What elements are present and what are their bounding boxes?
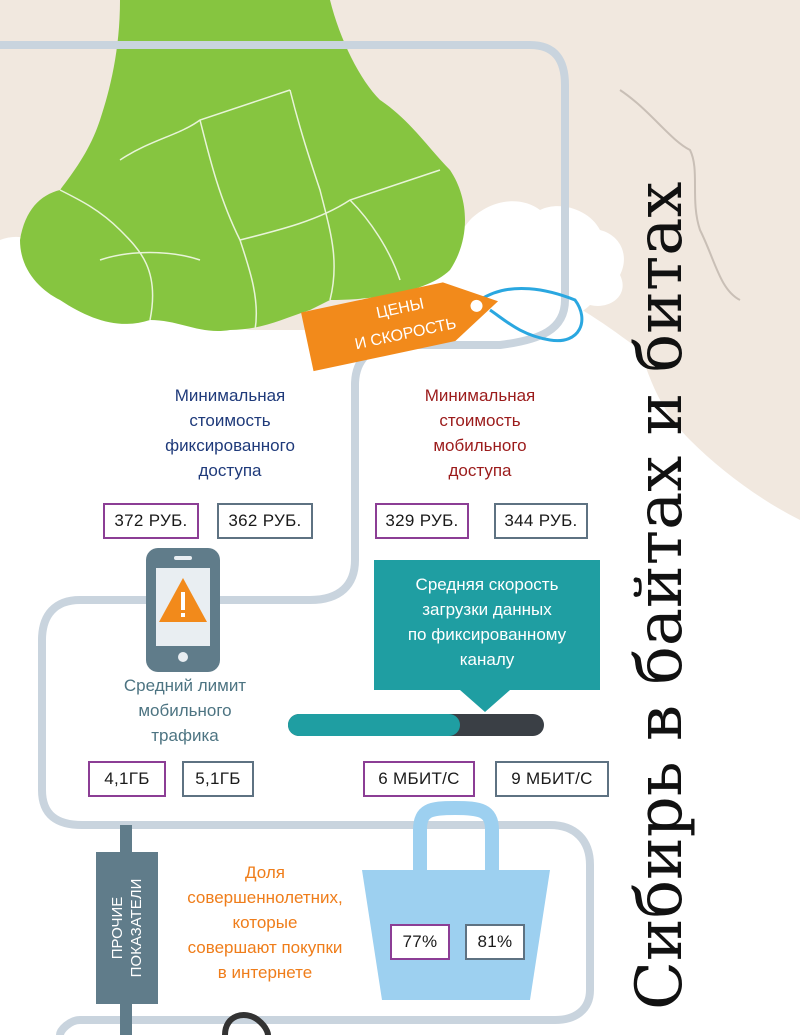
- map-coast: [619, 89, 741, 301]
- fixed-access-value-1: 372 РУБ.: [103, 503, 199, 539]
- mobile-access-value-2: 344 РУБ.: [494, 503, 588, 539]
- online-shopping-value-2: 81%: [465, 924, 525, 960]
- download-speed-value-1: 6 МБИТ/С: [363, 761, 475, 797]
- fixed-access-value-2: 362 РУБ.: [217, 503, 313, 539]
- online-shopping-value-1: 77%: [390, 924, 450, 960]
- price-tag-icon: [301, 282, 499, 372]
- mobile-access-heading: Минимальная стоимость мобильного доступа: [424, 386, 536, 480]
- hanger-hook: [222, 1012, 271, 1035]
- speed-callout-shape: [374, 560, 600, 712]
- traffic-limit-value-2: 5,1ГБ: [182, 761, 254, 797]
- download-speed-heading: Средняя скорость загрузки данных по фикс…: [407, 575, 567, 669]
- map-island: [30, 9, 62, 27]
- fixed-access-heading: Минимальная стоимость фиксированного дос…: [165, 386, 295, 480]
- traffic-limit-heading: Средний лимит мобильного трафика: [123, 676, 247, 745]
- speed-progress-bar: [288, 714, 544, 736]
- traffic-limit-value-1: 4,1ГБ: [88, 761, 166, 797]
- online-shopping-heading: Доля совершеннолетних, которые совершают…: [187, 863, 343, 982]
- shopping-bag-icon: [362, 800, 550, 1000]
- map-siberia: [20, 0, 465, 332]
- page-title: Сибирь в байтах и битах: [623, 181, 697, 1010]
- route-line: [0, 41, 594, 1035]
- other-indicators-label: ПРОЧИЕ ПОКАЗАТЕЛИ: [96, 852, 158, 1004]
- phone-warning-icon: [146, 548, 220, 672]
- tag-string: [479, 287, 584, 343]
- download-speed-value-2: 9 МБИТ/С: [495, 761, 609, 797]
- mobile-access-value-1: 329 РУБ.: [375, 503, 469, 539]
- map-cloud: [455, 201, 624, 319]
